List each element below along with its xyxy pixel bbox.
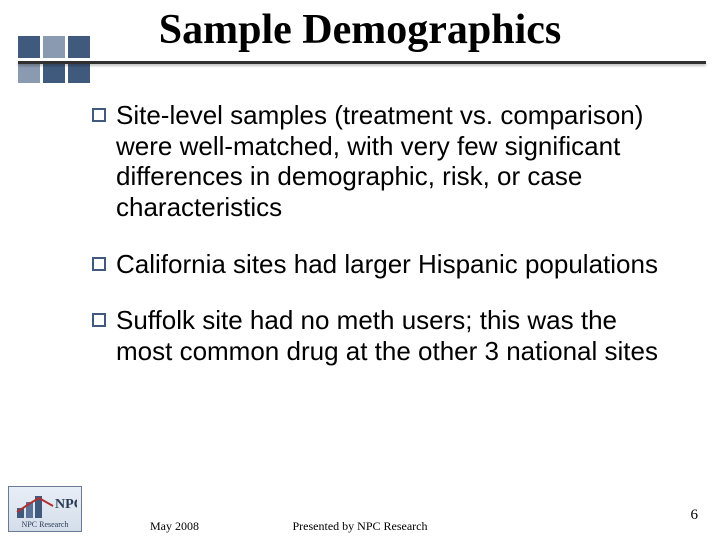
title-underline [18, 61, 706, 64]
bullet-text: Site-level samples (treatment vs. compar… [116, 100, 680, 223]
footer-presenter: Presented by NPC Research [0, 519, 720, 534]
bullet-item: Suffolk site had no meth users; this was… [92, 305, 680, 366]
logo-graphic-icon: NPC [15, 490, 77, 520]
title-bar: Sample Demographics [0, 0, 720, 78]
bullet-text: California sites had larger Hispanic pop… [116, 249, 658, 280]
bullet-marker-icon [92, 313, 106, 327]
bullet-item: California sites had larger Hispanic pop… [92, 249, 680, 280]
slide-title: Sample Demographics [0, 6, 720, 54]
bullet-text: Suffolk site had no meth users; this was… [116, 305, 680, 366]
bullet-item: Site-level samples (treatment vs. compar… [92, 100, 680, 223]
page-number: 6 [691, 507, 699, 524]
bullet-marker-icon [92, 257, 106, 271]
bullet-marker-icon [92, 108, 106, 122]
svg-text:NPC: NPC [55, 497, 77, 512]
content-area: Site-level samples (treatment vs. compar… [92, 100, 680, 393]
footer: NPC NPC Research May 2008 Presented by N… [0, 486, 720, 536]
